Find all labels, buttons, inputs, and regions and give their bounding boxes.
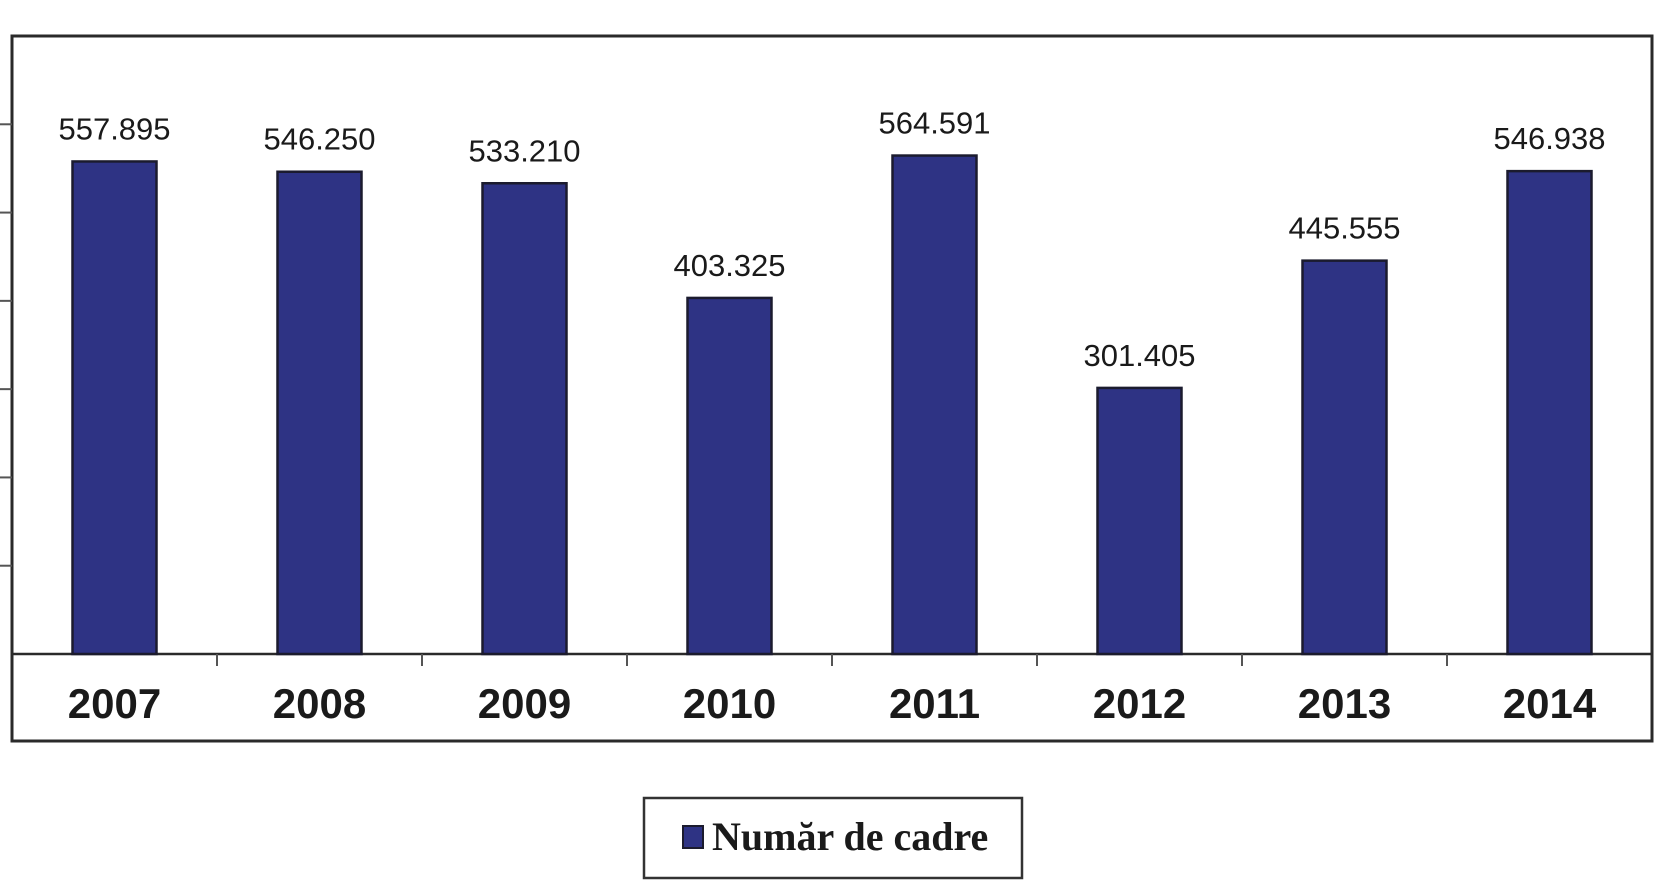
bar-2011 xyxy=(891,154,978,656)
data-label-2012: 301.405 xyxy=(1083,338,1195,373)
category-label-2007: 2007 xyxy=(68,680,161,727)
category-labels-group: 2007 2008 2009 2010 2011 2012 2013 2014 xyxy=(68,680,1597,727)
category-label-2014: 2014 xyxy=(1503,680,1597,727)
data-label-2009: 533.210 xyxy=(468,133,580,168)
data-label-2008: 546.250 xyxy=(263,122,375,157)
bar-2007 xyxy=(71,160,158,656)
category-label-2009: 2009 xyxy=(478,680,571,727)
y-axis-ticks xyxy=(0,123,12,567)
category-label-2012: 2012 xyxy=(1093,680,1186,727)
data-label-2010: 403.325 xyxy=(673,248,785,283)
category-label-2010: 2010 xyxy=(683,680,776,727)
legend: Număr de cadre xyxy=(642,796,1024,880)
data-label-2014: 546.938 xyxy=(1493,121,1605,156)
category-label-2008: 2008 xyxy=(273,680,366,727)
legend-box xyxy=(642,796,1024,880)
bars-group xyxy=(71,154,1593,656)
bar-2010 xyxy=(686,296,773,656)
data-label-2013: 445.555 xyxy=(1288,211,1400,246)
bar-2008 xyxy=(276,170,363,656)
bar-2013 xyxy=(1301,259,1388,656)
category-label-2013: 2013 xyxy=(1298,680,1391,727)
plot-frame xyxy=(10,34,1654,743)
data-label-2007: 557.895 xyxy=(58,111,170,146)
data-labels-group: 557.895 546.250 533.210 403.325 564.591 301.4… xyxy=(58,106,1605,373)
legend-label: Număr de cadre xyxy=(712,814,988,859)
category-label-2011: 2011 xyxy=(889,680,980,727)
bar-2012 xyxy=(1096,386,1183,656)
x-axis-ticks xyxy=(216,654,1448,666)
data-label-2011: 564.591 xyxy=(878,106,990,141)
legend-swatch xyxy=(682,825,704,849)
bar-2014 xyxy=(1506,169,1593,656)
bar-2009 xyxy=(481,182,568,656)
